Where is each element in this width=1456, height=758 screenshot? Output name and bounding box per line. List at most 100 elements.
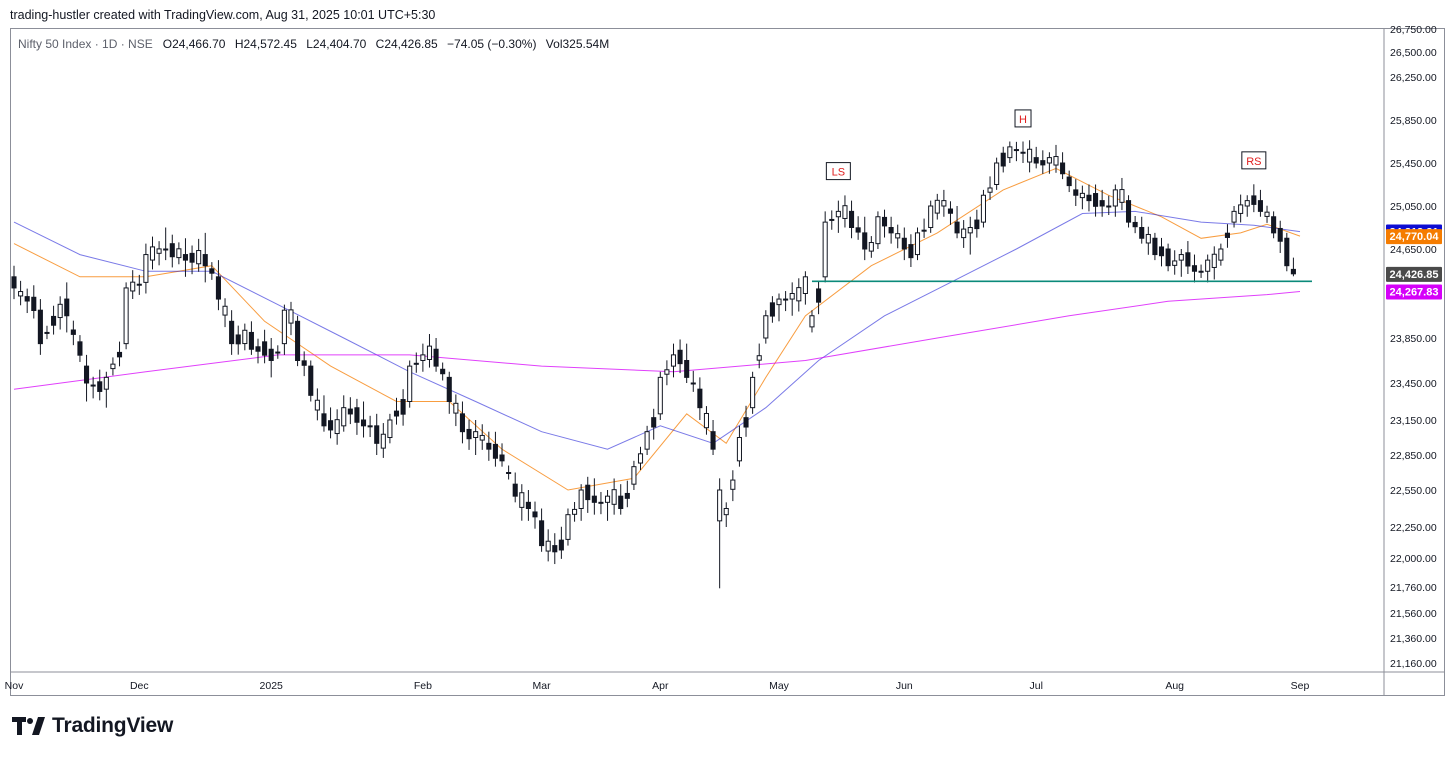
candle-body	[163, 248, 169, 251]
candle-body	[110, 363, 116, 370]
candle-body	[914, 232, 921, 256]
close-value: 24,426.85	[384, 37, 438, 51]
candle-body	[202, 254, 208, 267]
candle-body	[492, 443, 498, 459]
candle-body	[1086, 194, 1092, 202]
candle-body	[598, 501, 604, 504]
candle-body	[499, 454, 505, 462]
x-tick-label: May	[769, 680, 790, 692]
candle-body	[552, 545, 558, 553]
candle-body	[374, 425, 380, 444]
y-tick-label: 26,750.00	[1390, 24, 1437, 36]
candle-body	[572, 508, 578, 515]
candle-body	[18, 291, 24, 297]
candle-body	[301, 360, 307, 366]
candle-body	[90, 384, 96, 387]
candle-body	[189, 252, 195, 263]
candle-body	[565, 514, 571, 540]
candle-body	[149, 246, 156, 261]
candle-body	[268, 348, 274, 361]
candle-body	[453, 402, 459, 414]
candle-body	[967, 227, 973, 234]
candle-body	[413, 362, 419, 365]
price-tag-label: 24,770.04	[1390, 231, 1440, 243]
candle-body	[1178, 254, 1184, 261]
candle-body	[314, 399, 320, 411]
candle-body	[1158, 246, 1165, 257]
candle-body	[123, 287, 129, 345]
candle-body	[1073, 189, 1079, 196]
candle-body	[360, 419, 367, 427]
candle-body	[215, 276, 221, 300]
price-tag	[1386, 229, 1442, 245]
candle-body	[637, 453, 644, 464]
x-tick-label: Apr	[652, 680, 669, 692]
tradingview-brand: TradingView	[52, 714, 174, 737]
candle-body	[1053, 156, 1059, 166]
candle-body	[934, 199, 940, 214]
symbol-name: Nifty 50 Index · 1D · NSE	[18, 37, 153, 51]
candle-body	[1112, 189, 1118, 207]
candle-body	[644, 431, 650, 450]
candle-body	[875, 216, 881, 245]
candle-body	[420, 354, 426, 361]
candle-body	[545, 540, 551, 552]
pattern-annotation-box[interactable]	[825, 162, 851, 181]
candle-body	[354, 407, 360, 423]
candle-body	[1218, 248, 1224, 261]
candle-body	[835, 210, 841, 218]
candle-body	[380, 433, 386, 449]
candle-body	[756, 355, 762, 361]
candle-body	[697, 388, 703, 409]
candle-body	[1013, 149, 1019, 152]
candle-body	[1224, 232, 1231, 238]
candle-body	[83, 365, 90, 384]
candle-body	[1198, 270, 1204, 273]
y-tick-label: 21,560.00	[1390, 608, 1437, 620]
candle-body	[446, 376, 452, 402]
candle-body	[1257, 200, 1263, 212]
candle-body	[961, 228, 967, 239]
candle-body	[387, 419, 393, 438]
candle-body	[407, 365, 413, 402]
candle-body	[624, 492, 630, 499]
candle-body	[209, 268, 215, 274]
price-tag	[1386, 266, 1442, 282]
price-tag-label: 24,267.83	[1390, 287, 1439, 299]
candle-body	[1185, 252, 1191, 267]
candle-body	[585, 484, 591, 501]
pattern-annotation-box[interactable]	[1014, 109, 1032, 128]
candle-body	[262, 341, 268, 356]
tradingview-logo[interactable]: TradingView	[12, 714, 173, 738]
x-tick-label: Mar	[533, 680, 552, 692]
candle-body	[1211, 253, 1217, 268]
candle-body	[842, 205, 848, 219]
candle-body	[295, 320, 301, 361]
candle-body	[947, 208, 954, 214]
candle-body	[466, 428, 472, 440]
high-key: H	[234, 37, 244, 51]
candle-body	[341, 407, 347, 427]
candle-body	[1020, 151, 1026, 154]
pattern-annotation-box[interactable]	[1241, 151, 1267, 170]
candle-body	[1271, 216, 1277, 234]
candle-body	[802, 276, 808, 294]
candle-body	[334, 419, 340, 435]
pattern-annotation-label: LS	[832, 167, 845, 179]
y-tick-label: 21,160.00	[1390, 658, 1437, 670]
candle-body	[255, 346, 261, 352]
candle-body	[710, 431, 716, 450]
candle-body	[235, 334, 241, 345]
candle-body	[182, 254, 189, 261]
candle-body	[1152, 237, 1158, 256]
candle-body	[816, 288, 822, 303]
candle-body	[1007, 146, 1013, 159]
candle-body	[11, 276, 17, 289]
candle-body	[532, 511, 538, 518]
volume-key: Vol	[545, 37, 563, 51]
x-tick-label: 2025	[260, 680, 284, 692]
y-tick-label: 25,450.00	[1390, 158, 1437, 170]
candle-body	[393, 410, 400, 417]
candle-body	[657, 376, 663, 415]
